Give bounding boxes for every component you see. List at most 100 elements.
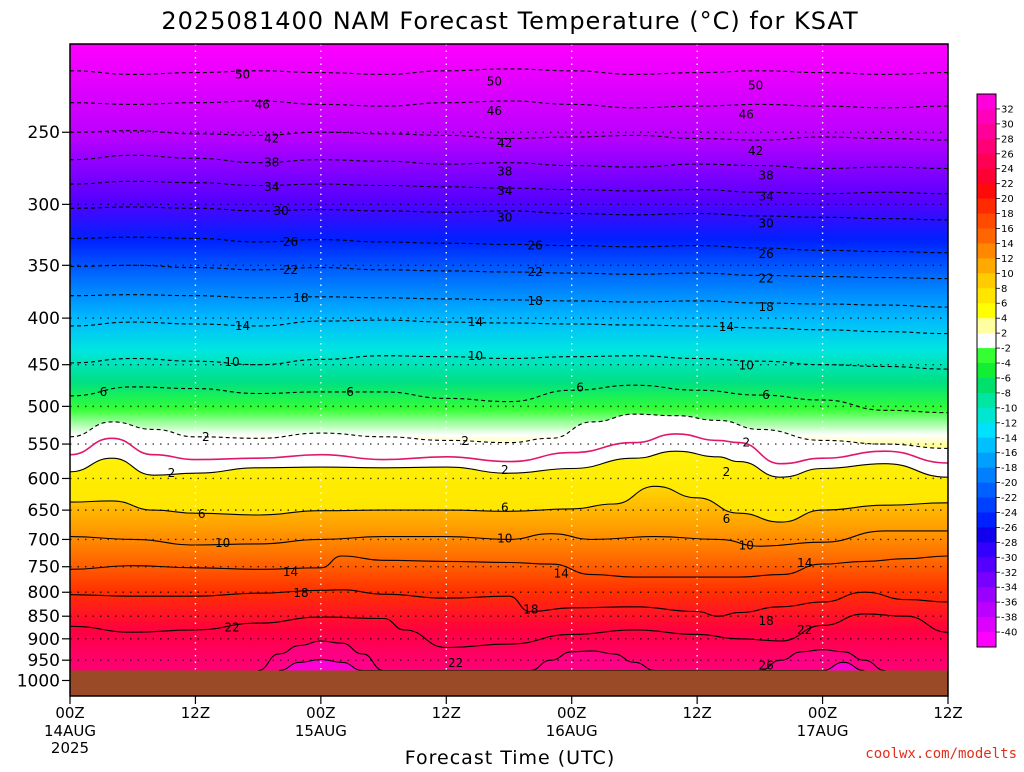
colorbar-label: 10	[1001, 269, 1014, 280]
colorbar-swatch	[977, 512, 996, 528]
warm-core-30	[279, 659, 865, 671]
y-tick-label: 750	[28, 558, 60, 578]
colorbar-label: -8	[1001, 388, 1011, 399]
contour-22	[70, 613, 948, 649]
contour-label: 38	[264, 156, 279, 170]
colorbar-label: -18	[1001, 463, 1017, 474]
contour-label: 30	[273, 204, 288, 218]
contour-label: 14	[797, 556, 812, 570]
contour-label: 30	[497, 210, 512, 224]
contour-6	[70, 485, 948, 523]
colorbar-swatch	[977, 213, 996, 230]
colorbar-swatch	[977, 467, 996, 484]
colorbar-label: -4	[1001, 359, 1011, 370]
x-tick-label: 00Z	[55, 704, 84, 722]
x-tick-label: 12Z	[933, 704, 962, 722]
colorbar-label: 24	[1001, 164, 1014, 175]
colorbar-swatch	[977, 168, 996, 185]
contour-label: 34	[758, 189, 773, 203]
contour-label: 6	[100, 385, 108, 399]
contour--14	[70, 319, 948, 335]
grid	[70, 44, 948, 696]
x-tick-label: 00Z	[557, 704, 586, 722]
contour-label: 14	[468, 315, 483, 329]
colorbar-label: -14	[1001, 433, 1017, 444]
colorbar-label: 4	[1001, 314, 1007, 325]
colorbar-swatch	[977, 273, 996, 289]
colorbar-label: -28	[1001, 538, 1017, 549]
contour-label: 50	[748, 78, 763, 92]
y-tick-label: 350	[28, 256, 60, 276]
contour-label: 46	[739, 107, 754, 121]
ground	[70, 670, 948, 696]
contour-label: 50	[235, 67, 250, 81]
contour-label: 26	[758, 659, 773, 673]
contour-label: 18	[527, 294, 542, 308]
colorbar-swatch	[977, 153, 996, 170]
colorbar-swatch	[977, 138, 996, 155]
colorbar-label: -38	[1001, 613, 1017, 624]
contour-label: 18	[293, 586, 308, 600]
chart-title: 2025081400 NAM Forecast Temperature (°C)…	[161, 7, 858, 35]
contour-label: 18	[293, 291, 308, 305]
contour-label: 18	[758, 300, 773, 314]
colorbar-swatch	[977, 123, 996, 140]
contour-0	[70, 433, 948, 465]
colorbar-swatch	[977, 437, 996, 454]
contour-label: 26	[527, 239, 542, 253]
colorbar-label: -22	[1001, 493, 1017, 504]
contour-label: 10	[215, 536, 230, 550]
yellow-band-fill	[70, 451, 948, 523]
freezing-band	[70, 414, 948, 523]
y-tick-label: 550	[28, 435, 60, 455]
x-axis-label: Forecast Time (UTC)	[405, 747, 615, 768]
contour-10	[70, 530, 948, 547]
contour-label: 6	[762, 388, 770, 402]
colorbar-label: 6	[1001, 299, 1007, 310]
contour-label: 2	[202, 430, 210, 444]
colorbar-swatch	[977, 452, 996, 469]
y-axis: 250 300 350 400 450 500 550 600 650 700 750 800 850 9…	[17, 123, 70, 691]
contour-label: 2	[501, 463, 509, 477]
y-tick-label: 650	[28, 501, 60, 521]
colorbar-label: 32	[1001, 104, 1014, 115]
colorbar-swatch	[977, 602, 996, 618]
colorbar-label: 30	[1001, 119, 1014, 130]
contour-label: 14	[719, 320, 734, 334]
contour-label: 14	[235, 319, 250, 333]
colorbar-swatch	[977, 482, 996, 499]
credit-link[interactable]: coolwx.com/modelts	[865, 746, 1017, 762]
colorbar-swatch	[977, 572, 996, 588]
colorbar-swatch	[977, 288, 996, 304]
colorbar-swatch	[977, 377, 996, 394]
contour-label: 2	[461, 434, 469, 448]
colorbar-label: -10	[1001, 403, 1017, 414]
y-tick-label: 400	[28, 309, 60, 329]
contour-label: 14	[554, 567, 569, 581]
colorbar-swatch	[977, 94, 996, 110]
contour-label: 34	[264, 180, 279, 194]
contour-label: 10	[739, 539, 754, 553]
colorbar-label: -24	[1001, 508, 1017, 519]
y-tick-label: 500	[28, 397, 60, 417]
contour-label: 50	[487, 75, 502, 89]
contour-label: 2	[168, 466, 176, 480]
x-tick-date: 17AUG	[797, 722, 849, 740]
contour-label: 46	[487, 104, 502, 118]
contour-label: 2	[742, 436, 750, 450]
contour-label: 10	[739, 359, 754, 373]
colorbar-swatch	[977, 617, 996, 633]
contour-label: 14	[283, 565, 298, 579]
contour--6	[70, 384, 948, 414]
colorbar-label: -26	[1001, 523, 1017, 534]
x-tick-year: 2025	[51, 739, 89, 757]
colorbar-label: 8	[1001, 284, 1007, 295]
y-tick-label: 300	[28, 195, 60, 215]
contour-label: 22	[224, 621, 239, 635]
y-tick-label: 600	[28, 469, 60, 489]
colorbar-swatch	[977, 348, 996, 364]
colorbar-label: -20	[1001, 478, 1017, 489]
